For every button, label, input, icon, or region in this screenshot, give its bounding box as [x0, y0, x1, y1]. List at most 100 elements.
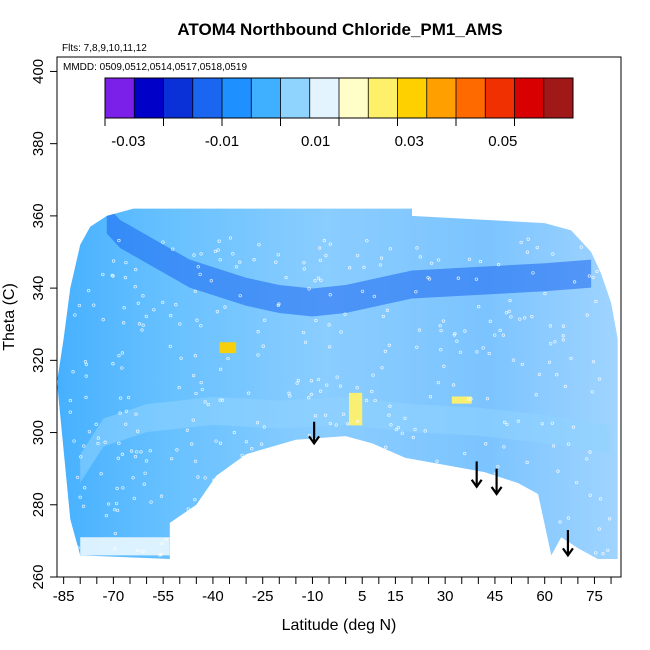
observation-point: [96, 441, 100, 446]
observation-point: [550, 421, 554, 425]
observation-point: [262, 425, 266, 429]
observation-point: [427, 530, 431, 534]
arrows: [308, 421, 574, 558]
observation-point: [343, 312, 347, 316]
observation-point: [308, 526, 312, 530]
observation-point: [170, 457, 174, 461]
observation-point: [403, 416, 407, 420]
y-axis: 260 280 300 320 340 360 380 400: [30, 59, 57, 590]
observation-point: [120, 351, 125, 355]
observation-point: [335, 375, 339, 379]
observation-point: [234, 265, 239, 269]
observation-point: [525, 250, 530, 254]
observation-point: [597, 377, 602, 381]
arrow-3: [562, 530, 574, 558]
observation-point: [288, 394, 292, 398]
observation-point: [332, 474, 336, 478]
observation-point: [540, 422, 544, 426]
observation-point: [238, 294, 242, 298]
observation-point: [209, 279, 213, 283]
observation-point: [517, 531, 522, 536]
observation-point: [191, 418, 195, 422]
observation-point: [355, 419, 360, 424]
observation-point: [444, 516, 448, 520]
observation-point: [115, 486, 119, 491]
colorbar-swatch: [339, 78, 369, 118]
y-tick-label: 260: [30, 564, 47, 589]
observation-point: [434, 464, 438, 468]
observation-point: [535, 245, 539, 250]
observation-point: [131, 476, 135, 480]
observation-point: [313, 414, 318, 418]
x-tick-label: -85: [53, 588, 75, 605]
observation-point: [214, 439, 218, 443]
observation-point: [346, 422, 350, 426]
arrow-2: [490, 468, 503, 496]
observation-point: [271, 472, 275, 476]
observation-point: [364, 398, 369, 402]
observation-point: [259, 442, 264, 446]
heatmap-region-0: [106, 208, 592, 317]
observation-point: [585, 457, 589, 461]
observation-point: [164, 537, 168, 542]
observation-point: [407, 472, 411, 477]
observation-point: [324, 478, 329, 482]
observation-point: [307, 287, 311, 291]
observation-point: [134, 268, 138, 272]
observation-point: [607, 517, 612, 521]
observation-point: [408, 526, 412, 530]
observation-point: [520, 496, 524, 501]
observation-point: [555, 373, 559, 377]
observation-point: [276, 253, 280, 257]
observation-point: [351, 477, 355, 482]
observation-point: [99, 472, 103, 476]
observation-point: [110, 273, 114, 277]
observation-point: [144, 314, 148, 319]
colorbar-swatch: [485, 78, 515, 118]
x-tick-label: -55: [152, 588, 174, 605]
observation-point: [217, 239, 221, 243]
observation-point: [135, 450, 139, 454]
observation-point: [193, 497, 197, 502]
observation-point: [78, 495, 82, 499]
observation-point: [228, 236, 233, 240]
x-axis: -85 -70 -55 -40 -25 -10 5 15 30 45 60 75: [53, 577, 612, 605]
observation-point: [436, 258, 441, 262]
observation-point: [196, 475, 200, 479]
observation-point: [335, 524, 340, 528]
observation-point: [371, 373, 375, 377]
observation-point: [152, 308, 156, 312]
observation-point: [308, 529, 312, 534]
observation-point: [324, 254, 328, 258]
observation-point: [72, 439, 76, 443]
observation-point: [318, 389, 323, 393]
observation-point: [171, 247, 175, 251]
observation-point: [355, 386, 359, 390]
observation-point: [142, 482, 146, 486]
observation-point: [337, 537, 341, 541]
observation-point: [390, 552, 394, 556]
observation-point: [185, 428, 189, 432]
colorbar-swatch: [456, 78, 486, 118]
observation-point: [574, 480, 579, 485]
observation-point: [228, 514, 232, 518]
observation-point: [111, 362, 115, 366]
colorbar-tick-label: 0.05: [488, 133, 517, 150]
heatmap-region-3: [348, 392, 363, 426]
observation-point: [549, 342, 553, 346]
observation-point: [226, 356, 230, 361]
observation-point: [132, 496, 136, 501]
observation-point: [412, 507, 417, 511]
observation-point: [505, 422, 509, 427]
observation-point: [338, 384, 343, 388]
observation-point: [434, 503, 438, 507]
observation-point: [585, 313, 589, 317]
observation-point: [341, 412, 346, 416]
observation-point: [456, 276, 460, 280]
observation-point: [547, 360, 552, 364]
observation-point: [601, 552, 605, 556]
observation-point: [394, 428, 398, 432]
observation-point: [168, 344, 172, 349]
observation-point: [139, 450, 143, 454]
observation-point: [498, 328, 502, 333]
